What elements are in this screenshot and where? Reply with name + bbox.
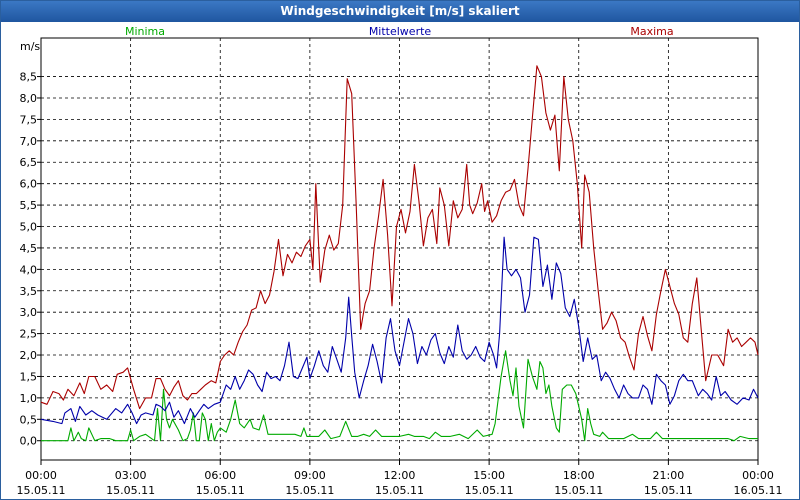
y-tick-label: 7,0 [20, 135, 38, 148]
x-tick-date-label: 15.05.11 [17, 484, 66, 497]
y-tick-label: 5,0 [20, 221, 38, 234]
y-tick-label: 5,5 [20, 199, 38, 212]
y-axis-label: m/s [20, 40, 40, 53]
grid [41, 38, 758, 460]
y-tick-label: 2,0 [20, 349, 38, 362]
y-tick-label: 3,5 [20, 285, 38, 298]
y-tick-label: 1,5 [20, 370, 38, 383]
x-tick-time-label: 03:00 [115, 469, 147, 482]
x-tick-time-label: 12:00 [384, 469, 416, 482]
series-line-mittelwerte [40, 236, 759, 425]
y-tick-label: 0,5 [20, 413, 38, 426]
y-tick-label: 8,0 [20, 92, 38, 105]
window-title: Windgeschwindigkeit [m/s] skaliert [1, 1, 799, 22]
y-tick-label: 6,0 [20, 178, 38, 191]
x-tick-time-label: 00:00 [25, 469, 57, 482]
y-tick-label: 1,0 [20, 392, 38, 405]
x-tick-date-label: 15.05.11 [554, 484, 603, 497]
x-tick-time-label: 00:00 [742, 469, 774, 482]
x-tick-date-label: 15.05.11 [644, 484, 693, 497]
x-tick-time-label: 06:00 [204, 469, 236, 482]
series-line-minima [41, 350, 758, 442]
x-tick-time-label: 15:00 [473, 469, 505, 482]
y-axis: 0,0 0,5 1,0 1,5 2,0 2,5 3,0 3,5 4,0 4,5 5,0 5,5 6,0 6… [20, 40, 41, 448]
y-tick-label: 7,5 [20, 113, 38, 126]
x-tick-time-label: 21:00 [653, 469, 685, 482]
x-tick-date-label: 15.05.11 [196, 484, 245, 497]
legend: Minima Mittelwerte Maxima [125, 25, 674, 38]
series-line-maxima [40, 65, 759, 410]
x-axis: 00:00 15.05.11 03:00 15.05.11 06:00 15.05.11 0… [17, 460, 783, 497]
y-tick-label: 0,0 [20, 435, 38, 448]
x-tick-time-label: 09:00 [294, 469, 326, 482]
x-tick-date-label: 15.05.11 [106, 484, 155, 497]
y-tick-label: 8,5 [20, 71, 38, 84]
x-tick-date-label: 16.05.11 [734, 484, 783, 497]
legend-maxima: Maxima [630, 25, 673, 38]
y-tick-label: 2,5 [20, 328, 38, 341]
y-tick-label: 3,0 [20, 306, 38, 319]
legend-minima: Minima [125, 25, 165, 38]
x-tick-date-label: 15.05.11 [375, 484, 424, 497]
y-tick-label: 6,5 [20, 156, 38, 169]
x-tick-time-label: 18:00 [563, 469, 595, 482]
x-tick-date-label: 15.05.11 [285, 484, 334, 497]
legend-mittelwerte: Mittelwerte [369, 25, 432, 38]
y-tick-label: 4,0 [20, 263, 38, 276]
series-lines [40, 65, 759, 442]
y-tick-label: 4,5 [20, 242, 38, 255]
x-tick-date-label: 15.05.11 [465, 484, 514, 497]
